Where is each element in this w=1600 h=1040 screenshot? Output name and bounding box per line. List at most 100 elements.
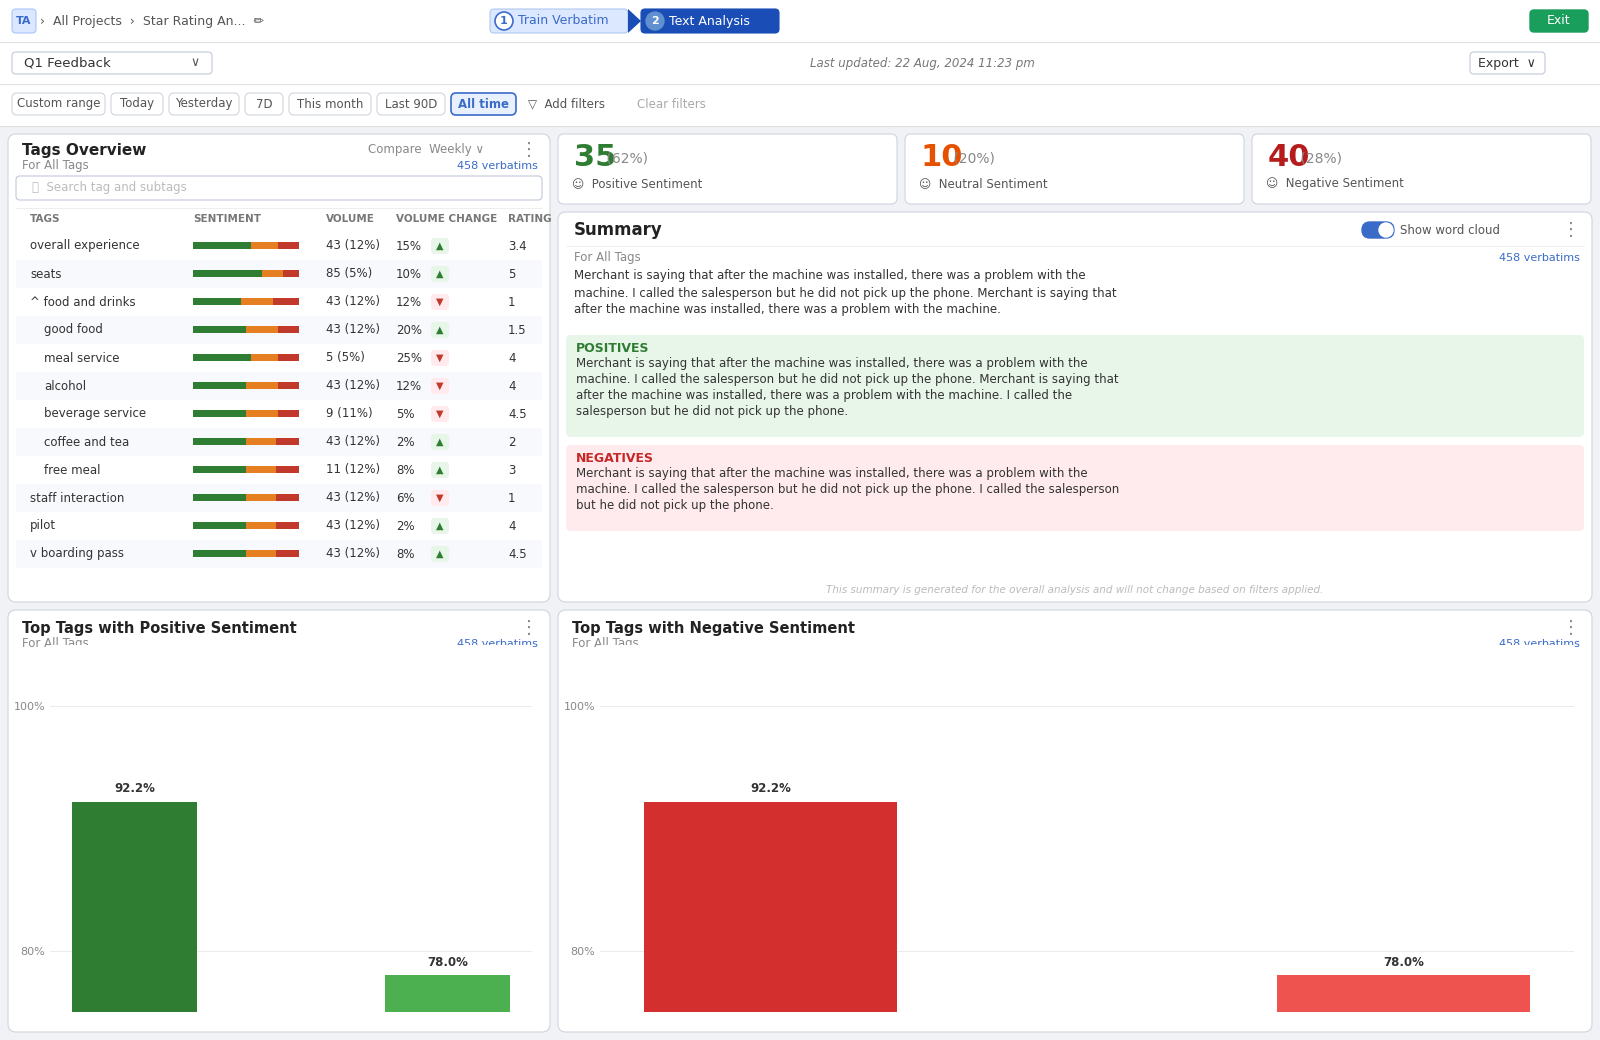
Text: Export  ∨: Export ∨ [1478,56,1536,70]
Text: 2%: 2% [397,520,414,532]
Text: Top Tags with Positive Sentiment: Top Tags with Positive Sentiment [22,621,296,635]
Text: meal service: meal service [45,352,120,364]
Text: 12%: 12% [397,295,422,309]
Text: Last 90D: Last 90D [386,98,437,110]
Circle shape [1379,223,1394,237]
Text: ›  All Projects  ›  Star Rating An...  ✏: › All Projects › Star Rating An... ✏ [40,15,264,27]
Text: 43 (12%): 43 (12%) [326,380,381,392]
Text: Merchant is saying that after the machine was installed, there was a problem wit: Merchant is saying that after the machin… [576,357,1088,369]
FancyBboxPatch shape [558,212,1592,602]
FancyBboxPatch shape [642,9,779,33]
Text: (28%): (28%) [1296,151,1342,165]
FancyBboxPatch shape [8,610,550,1032]
FancyBboxPatch shape [430,406,450,422]
Text: For All Tags: For All Tags [22,159,88,173]
Text: 43 (12%): 43 (12%) [326,239,381,253]
Text: 11 (12%): 11 (12%) [326,464,381,476]
Bar [278,242,299,249]
Text: 43 (12%): 43 (12%) [326,547,381,561]
Bar [278,410,299,417]
Text: 9 (11%): 9 (11%) [326,408,373,420]
Text: Merchant is saying that after the machine was installed, there was a problem wit: Merchant is saying that after the machin… [576,467,1088,479]
FancyBboxPatch shape [430,490,450,506]
Text: This month: This month [298,98,363,110]
Bar [240,298,272,305]
Bar [275,522,299,529]
Text: All time: All time [458,98,509,110]
FancyBboxPatch shape [1251,134,1590,204]
FancyBboxPatch shape [430,322,450,338]
Text: 4: 4 [509,520,515,532]
Text: 25%: 25% [397,352,422,364]
FancyBboxPatch shape [451,93,515,115]
Text: For All Tags: For All Tags [22,638,88,650]
Text: (20%): (20%) [949,151,995,165]
Text: 8%: 8% [397,464,414,476]
Text: but he did not pick up the phone.: but he did not pick up the phone. [576,498,774,512]
Bar [194,438,246,445]
Text: 40: 40 [1267,144,1310,173]
Bar [194,494,246,501]
Bar [246,438,275,445]
Text: staff interaction: staff interaction [30,492,125,504]
Text: 78.0%: 78.0% [1382,956,1424,969]
Text: 4: 4 [509,352,515,364]
Text: 8%: 8% [397,547,414,561]
Text: 4: 4 [509,380,515,392]
Text: salesperson but he did not pick up the phone.: salesperson but he did not pick up the p… [576,405,848,417]
FancyBboxPatch shape [430,294,450,310]
Bar [16,288,542,316]
Text: ⋮: ⋮ [520,141,538,159]
Bar [283,270,299,277]
Text: ▼: ▼ [437,297,443,307]
Text: TA: TA [16,16,32,26]
FancyBboxPatch shape [8,134,550,602]
Bar [275,438,299,445]
Bar [251,354,278,361]
Text: ▲: ▲ [437,521,443,531]
Bar [262,270,283,277]
Text: 4.5: 4.5 [509,408,526,420]
Bar [246,522,275,529]
Text: ☺  Negative Sentiment: ☺ Negative Sentiment [1266,178,1403,190]
FancyBboxPatch shape [566,445,1584,531]
FancyBboxPatch shape [13,9,35,33]
Text: after the machine was installed, there was a problem with the machine. I called : after the machine was installed, there w… [576,389,1072,401]
Text: overall experience: overall experience [30,239,139,253]
Text: 85 (5%): 85 (5%) [326,267,373,281]
Text: 1: 1 [509,295,515,309]
FancyBboxPatch shape [13,93,106,115]
Bar [386,976,510,1040]
Text: Merchant is saying that after the machine was installed, there was a problem wit: Merchant is saying that after the machin… [574,269,1086,283]
FancyBboxPatch shape [1362,222,1394,238]
FancyBboxPatch shape [430,546,450,562]
Bar [246,494,275,501]
Bar [275,494,299,501]
Text: For All Tags: For All Tags [573,638,638,650]
Bar [275,466,299,473]
Text: NEGATIVES: NEGATIVES [576,451,654,465]
Bar [194,550,246,557]
FancyBboxPatch shape [430,462,450,478]
Text: after the machine was installed, there was a problem with the machine.: after the machine was installed, there w… [574,304,1002,316]
Text: 10%: 10% [397,267,422,281]
Text: Clear filters: Clear filters [637,98,706,110]
Circle shape [494,12,514,30]
Text: 6%: 6% [397,492,414,504]
Text: 5 (5%): 5 (5%) [326,352,365,364]
Text: ▲: ▲ [437,437,443,447]
FancyBboxPatch shape [566,335,1584,437]
Text: 458 verbatims: 458 verbatims [458,639,538,649]
Text: alcohol: alcohol [45,380,86,392]
Text: ▲: ▲ [437,241,443,251]
Text: pilot: pilot [30,520,56,532]
Text: 5: 5 [509,267,515,281]
Bar [194,466,246,473]
Text: ▲: ▲ [437,465,443,475]
Text: 2%: 2% [397,436,414,448]
Text: ▲: ▲ [437,549,443,560]
Bar [194,270,262,277]
Text: seats: seats [30,267,61,281]
Text: RATING: RATING [509,214,552,224]
Bar [16,316,542,344]
